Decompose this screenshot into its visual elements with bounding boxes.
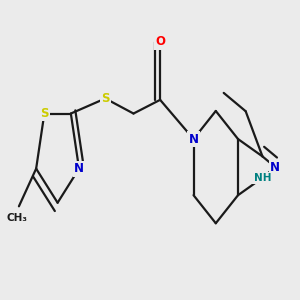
Text: N: N [270,160,280,174]
Text: NH: NH [254,173,271,183]
Text: N: N [188,133,199,146]
Text: S: S [40,107,49,120]
Text: CH₃: CH₃ [7,213,28,223]
Text: O: O [155,35,165,48]
Text: N: N [74,162,84,175]
Text: S: S [101,92,110,105]
